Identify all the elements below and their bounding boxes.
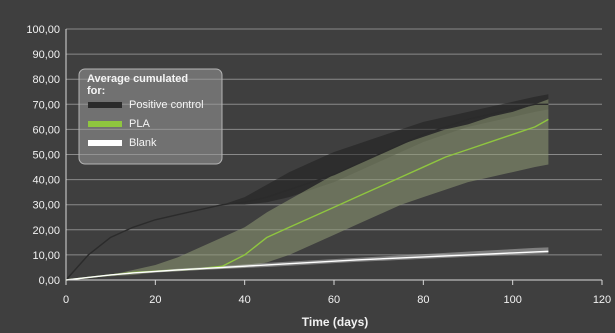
y-tick-label: 40,00 <box>32 175 60 187</box>
legend-label-pla: PLA <box>129 118 150 130</box>
y-tick-label: 30,00 <box>32 200 60 212</box>
y-tick-label: 10,00 <box>32 250 60 262</box>
blank-band <box>66 247 549 280</box>
x-tick-labels: 0 20 40 60 80 100 120 <box>63 294 611 306</box>
y-tick-label: 70,00 <box>32 99 60 111</box>
axes <box>65 29 603 285</box>
x-tick-label: 20 <box>149 294 161 306</box>
y-tick-label: 20,00 <box>32 225 60 237</box>
legend-swatch-blank <box>88 140 122 146</box>
x-tick-label: 120 <box>593 294 611 306</box>
legend: Average cumulated for: Positive control … <box>78 68 223 165</box>
legend-label-positive-control: Positive control <box>129 99 204 111</box>
legend-swatch-positive-control <box>88 102 122 108</box>
x-tick-label: 0 <box>63 294 69 306</box>
pla-band <box>66 99 549 280</box>
x-tick-label: 40 <box>239 294 251 306</box>
legend-title-line-1: Average cumulated <box>87 73 188 85</box>
y-tick-label: 60,00 <box>32 124 60 136</box>
legend-title: Average cumulated for: <box>87 73 191 97</box>
positive-control-line <box>65 103 549 281</box>
y-tick-label: 0,00 <box>39 275 60 287</box>
positive-control-band <box>66 94 549 280</box>
x-tick-label: 60 <box>328 294 340 306</box>
y-tick-label: 50,00 <box>32 150 60 162</box>
confidence-bands <box>66 94 549 280</box>
legend-label-blank: Blank <box>129 137 157 149</box>
legend-swatch-pla <box>88 121 122 127</box>
legend-title-line-2: for: <box>87 85 105 97</box>
blank-line <box>65 250 549 281</box>
x-tick-label: 80 <box>417 294 429 306</box>
y-tick-labels: 0,00 10,00 20,00 30,00 40,00 50,00 60,00 70,00 8… <box>26 24 60 287</box>
y-tick-label: 90,00 <box>32 49 60 61</box>
x-axis-title: Time (days) <box>302 315 368 329</box>
x-tick-label: 100 <box>503 294 521 306</box>
y-tick-label: 80,00 <box>32 74 60 86</box>
series-lines <box>65 103 549 281</box>
y-tick-label: 100,00 <box>26 24 60 36</box>
